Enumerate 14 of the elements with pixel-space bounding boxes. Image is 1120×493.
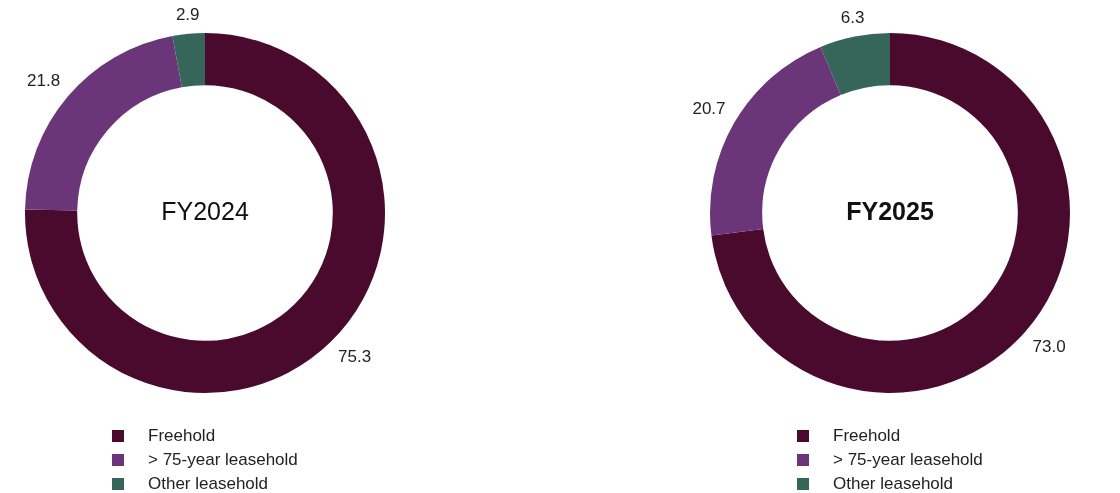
legend-label: Freehold [148,425,216,447]
legend-label: > 75-year leasehold [833,449,983,471]
data-label: 6.3 [840,7,865,27]
text: FY2024 [161,196,249,225]
legend-label: > 75-year leasehold [148,449,298,471]
data-label: 73.0 [1032,336,1066,356]
legend-label: Other leasehold [833,473,954,493]
data-label: 20.7 [692,99,726,119]
data-label: 2.9 [175,4,200,24]
legend-label: Other leasehold [148,473,269,493]
data-label: 21.8 [27,71,61,91]
legend-label: Freehold [833,425,901,447]
data-label: 75.3 [338,346,372,366]
text: FY2025 [846,196,934,225]
